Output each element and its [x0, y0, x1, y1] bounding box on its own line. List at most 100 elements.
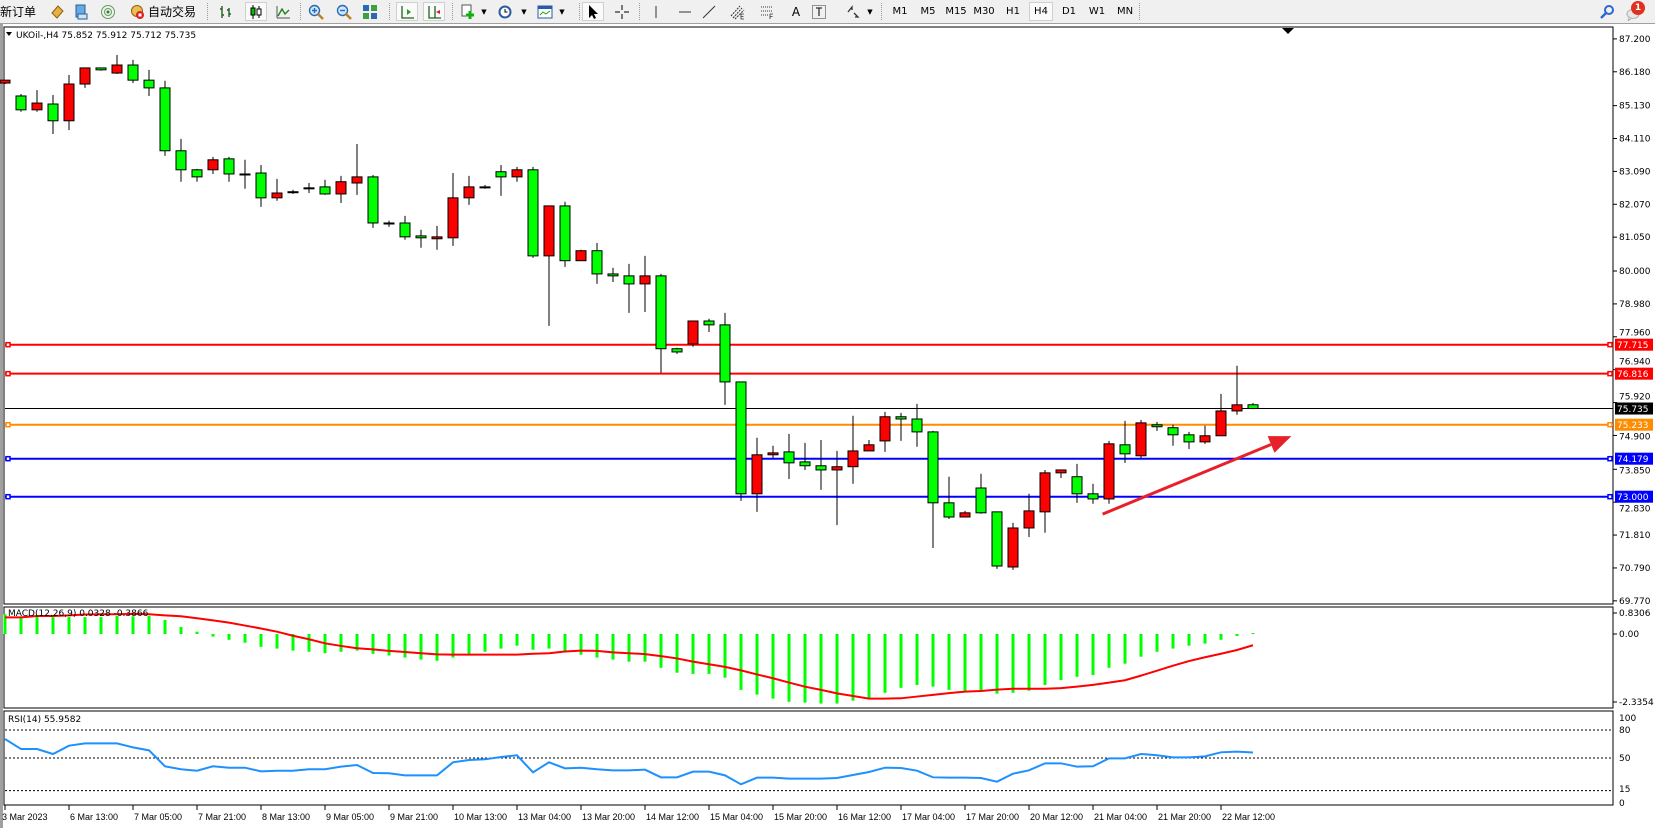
market-watch-button[interactable]	[73, 2, 89, 21]
toolbar-separator	[300, 3, 301, 20]
arrows-dropdown[interactable]: ▼	[867, 7, 873, 16]
templates-dropdown[interactable]: ▼	[559, 7, 565, 16]
crosshair-icon	[614, 4, 630, 20]
macd-histogram-bar	[739, 634, 743, 690]
templates-button[interactable]	[537, 2, 553, 21]
candle-body	[287, 191, 299, 194]
indicators-button[interactable]	[460, 2, 476, 21]
macd-histogram-bar	[339, 634, 343, 652]
candle	[671, 347, 683, 354]
time-axis-label: 9 Mar 21:00	[390, 812, 438, 822]
zoom-in-icon	[308, 4, 324, 20]
candle	[1215, 393, 1227, 437]
macd-histogram-bar	[835, 634, 839, 704]
cursor-button[interactable]	[582, 2, 604, 21]
periods-icon	[497, 4, 513, 20]
candlestick-icon	[248, 4, 264, 20]
zoom-out-button[interactable]	[336, 2, 352, 21]
trend-arrow-line[interactable]	[1102, 443, 1272, 516]
level-anchor-left[interactable]	[5, 421, 11, 428]
periods-dropdown[interactable]: ▼	[521, 7, 527, 16]
macd-histogram-bar	[707, 634, 711, 674]
tile-windows-button[interactable]	[362, 2, 378, 21]
candle	[1151, 421, 1163, 431]
trend-arrow-head-icon[interactable]	[1267, 436, 1292, 453]
level-anchor-right[interactable]	[1607, 421, 1613, 428]
chart-shift-marker-icon[interactable]	[1282, 28, 1294, 34]
chart-menu-triangle-icon[interactable]	[6, 32, 12, 36]
timeframe-h4[interactable]: H4	[1029, 2, 1053, 21]
fibonacci-button[interactable]	[759, 2, 775, 21]
timeframe-w1[interactable]: W1	[1088, 6, 1106, 17]
auto-scroll-button[interactable]	[396, 2, 418, 21]
timeframe-h1[interactable]: H1	[1006, 6, 1020, 17]
new-order-button[interactable]: 新订单	[0, 5, 37, 19]
level-anchor-left[interactable]	[5, 370, 11, 377]
text-label-button[interactable]	[811, 2, 827, 21]
candle-body	[431, 236, 443, 240]
level-anchor-right[interactable]	[1607, 493, 1613, 500]
candle-body	[847, 450, 859, 468]
timeframe-d1[interactable]: D1	[1061, 6, 1077, 17]
history-button[interactable]	[49, 2, 65, 21]
macd-histogram-bar	[803, 634, 807, 703]
macd-histogram-bar	[99, 617, 103, 634]
level-anchor-left[interactable]	[5, 455, 11, 462]
autotrade-label[interactable]: 自动交易	[148, 5, 197, 19]
candle-body	[895, 416, 907, 420]
horizontal-line-button[interactable]	[677, 2, 693, 21]
rsi-line	[4, 738, 1254, 786]
chart-shift-button[interactable]	[423, 2, 445, 21]
candle	[687, 320, 699, 347]
macd-histogram-bar	[1123, 634, 1127, 664]
candle-body	[383, 222, 395, 225]
candle-body	[1007, 527, 1019, 568]
fibonacci-channel-button[interactable]	[730, 2, 746, 21]
candle-body	[127, 64, 139, 81]
candle-body	[223, 158, 235, 175]
candlestick-button[interactable]	[245, 2, 267, 21]
candle	[111, 55, 123, 75]
bar-chart-button[interactable]	[218, 2, 234, 21]
macd-histogram-bar	[851, 634, 855, 701]
level-anchor-right[interactable]	[1607, 341, 1613, 348]
timeframe-mn[interactable]: MN	[1116, 6, 1134, 17]
timeframe-m1[interactable]: M1	[892, 6, 908, 17]
periods-button[interactable]	[497, 2, 513, 21]
candle-body	[591, 250, 603, 275]
level-anchor-right[interactable]	[1607, 370, 1613, 377]
price-axis-label: 76.940	[1619, 358, 1651, 368]
candle	[431, 225, 443, 250]
signal-button[interactable]	[100, 2, 116, 21]
arrows-button[interactable]	[845, 2, 861, 21]
candle	[783, 433, 795, 479]
level-anchor-left[interactable]	[5, 341, 11, 348]
macd-histogram-bar	[963, 634, 967, 692]
line-chart-button[interactable]	[275, 2, 291, 21]
vertical-line-button[interactable]	[648, 2, 664, 21]
line-chart-icon	[275, 4, 291, 20]
indicators-dropdown[interactable]: ▼	[481, 7, 487, 16]
timeframe-m5[interactable]: M5	[920, 6, 936, 17]
autotrade-button[interactable]	[129, 2, 145, 21]
level-anchor-left[interactable]	[5, 493, 11, 500]
trendline-button[interactable]	[701, 2, 717, 21]
timeframe-m15[interactable]: M15	[945, 6, 967, 17]
candle	[1071, 463, 1083, 503]
candle-body	[1151, 424, 1163, 428]
macd-histogram-bar	[1251, 633, 1255, 635]
candle	[335, 175, 347, 203]
candle	[15, 94, 27, 112]
search-button[interactable]	[1599, 2, 1615, 21]
macd-histogram-bar	[1075, 634, 1079, 677]
text-button[interactable]: A	[792, 2, 800, 21]
macd-pane	[3, 606, 1614, 709]
zoom-in-button[interactable]	[308, 2, 324, 21]
candle-body	[607, 273, 619, 277]
crosshair-button[interactable]	[614, 2, 630, 21]
timeframe-m30[interactable]: M30	[973, 6, 995, 17]
level-anchor-right[interactable]	[1607, 455, 1613, 462]
candle	[735, 381, 747, 501]
candle-body	[447, 197, 459, 239]
